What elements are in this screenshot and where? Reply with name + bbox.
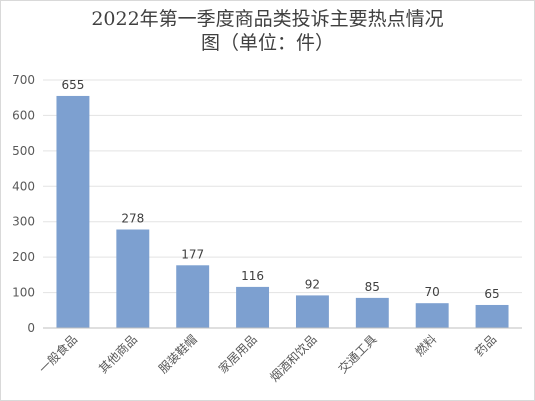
x-tick-label: 交通工具 (335, 332, 380, 377)
data-label: 116 (241, 269, 264, 283)
bar (475, 304, 509, 328)
data-label: 92 (305, 277, 320, 291)
chart-title-line-1: 2022年第一季度商品类投诉主要热点情况 (91, 8, 444, 30)
data-label: 278 (121, 212, 144, 226)
x-tick-label: 一般食品 (36, 332, 81, 377)
chart-title: 2022年第一季度商品类投诉主要热点情况 图（单位：件） (1, 7, 534, 55)
x-axis-ticks: 一般食品 其他商品 服装鞋帽 家居用品 烟酒和饮品 交通工具 燃料 药品 (36, 327, 522, 385)
chart-title-line-2: 图（单位：件） (200, 32, 334, 54)
bar (415, 303, 449, 328)
y-axis-ticks: 0 100 200 300 400 500 600 700 (12, 73, 35, 335)
bar (176, 265, 210, 328)
y-tick-label: 400 (12, 179, 35, 193)
y-tick-label: 500 (12, 144, 35, 158)
bar (295, 295, 329, 328)
x-tick-label: 燃料 (412, 332, 440, 360)
y-tick-label: 600 (12, 108, 35, 122)
bars (56, 95, 509, 328)
y-tick-label: 200 (12, 250, 35, 264)
bar (236, 286, 270, 328)
bar (56, 95, 90, 328)
data-label: 177 (181, 247, 204, 261)
y-tick-label: 0 (27, 321, 35, 335)
x-tick-label: 家居用品 (215, 332, 260, 377)
data-label: 70 (425, 285, 440, 299)
gridlines (43, 79, 522, 294)
data-label: 655 (61, 78, 84, 92)
x-tick-label: 其他商品 (95, 332, 140, 377)
bar (116, 229, 150, 328)
bar (355, 297, 389, 328)
data-label: 85 (365, 280, 380, 294)
data-labels: 655 278 177 116 92 85 70 65 (61, 78, 499, 301)
data-label: 65 (484, 287, 499, 301)
y-tick-label: 100 (12, 286, 35, 300)
x-tick-label: 烟酒和饮品 (267, 332, 319, 384)
y-tick-label: 700 (12, 73, 35, 87)
y-tick-label: 300 (12, 215, 35, 229)
x-tick-label: 服装鞋帽 (155, 332, 200, 377)
x-tick-label: 药品 (472, 332, 499, 359)
